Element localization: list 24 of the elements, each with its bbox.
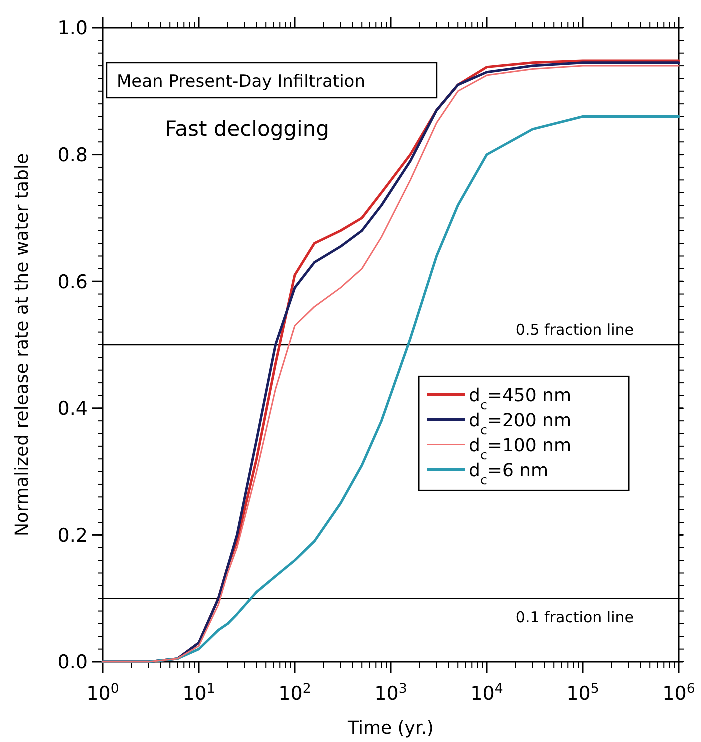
annotation: Fast declogging — [165, 117, 330, 141]
x-tick-label: 10$^{3}$ — [374, 682, 408, 705]
x-tick-label: 10$^{4}$ — [470, 682, 504, 705]
x-tick-label: 10$^{5}$ — [566, 682, 600, 705]
x-tick-label: 10$^{2}$ — [278, 682, 312, 705]
y-tick-label: 0.2 — [58, 524, 88, 547]
text-box: Mean Present-Day Infiltration — [106, 62, 438, 99]
y-tick-label: 0.8 — [58, 144, 88, 166]
annotation: Mean Present-Day Infiltration — [117, 72, 366, 92]
x-tick-label: 10$^{1}$ — [182, 682, 216, 705]
y-tick-label: 0.4 — [58, 398, 88, 420]
legend-label: d$_{c}$=200 nm — [469, 410, 572, 438]
legend-label: d$_{c}$=100 nm — [469, 436, 572, 462]
ref-line-label: 0.1 fraction line — [516, 608, 634, 627]
legend-label: d$_{c}$=6 nm — [469, 460, 549, 488]
ref-line-label: 0.5 fraction line — [516, 321, 634, 339]
legend-label: d$_{c}$=450 nm — [469, 386, 572, 412]
y-tick-label: 0.0 — [58, 652, 88, 674]
y-tick-label: 1.0 — [58, 18, 88, 40]
x-tick-label: 10$^{0}$ — [86, 682, 120, 705]
y-axis-title: Normalized release rate at the water table — [12, 153, 33, 537]
x-tick-label: 10$^{6}$ — [662, 682, 696, 705]
y-tick-label: 0.6 — [58, 271, 88, 294]
x-axis-title: Time (yr.) — [347, 718, 434, 739]
